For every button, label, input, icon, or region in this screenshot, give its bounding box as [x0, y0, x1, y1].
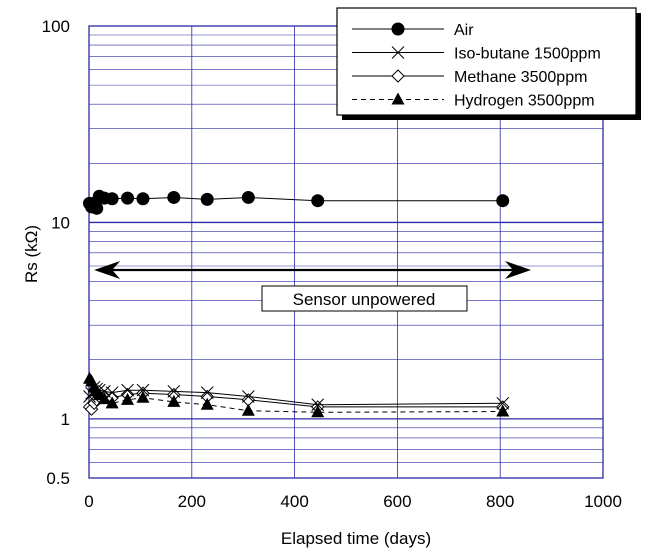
legend-box [336, 7, 637, 116]
y-axis-label: Rs (kΩ) [22, 225, 41, 283]
annotation-box [261, 285, 468, 312]
legend-marker [391, 46, 405, 59]
data-point [105, 386, 119, 399]
data-point [105, 192, 119, 206]
annotation-arrowhead-left [94, 261, 121, 279]
marker-stroke [121, 383, 134, 397]
x-tick-label: 200 [178, 492, 206, 511]
data-point [167, 385, 181, 398]
legend-label: Iso-butane 1500ppm [454, 46, 601, 63]
marker-stroke [241, 390, 255, 403]
data-point [121, 383, 134, 397]
legend-marker [391, 92, 405, 105]
data-point [200, 397, 214, 410]
x-tick-label: 800 [486, 492, 514, 511]
x-axis-label: Elapsed time (days) [281, 529, 431, 548]
data-point [311, 405, 325, 418]
sensor-unpowered-annotation: Sensor unpowered [94, 261, 532, 312]
data-point [136, 383, 150, 397]
series-air [83, 189, 510, 215]
annotation-arrowhead-right [505, 261, 532, 279]
x-tick-label: 600 [383, 492, 411, 511]
data-point [167, 190, 181, 204]
data-point [136, 192, 150, 206]
series-hydrogen-3500ppm [83, 371, 510, 418]
data-point [496, 404, 510, 417]
y-tick-label: 0.5 [46, 469, 70, 488]
series [82, 189, 510, 418]
legend-label: Air [454, 22, 474, 39]
data-point [311, 398, 325, 412]
data-point [241, 190, 255, 204]
marker-stroke [391, 46, 405, 59]
data-point [121, 191, 135, 205]
legend-label: Methane 3500ppm [454, 69, 587, 86]
data-point [241, 403, 255, 416]
legend-label: Hydrogen 3500ppm [454, 93, 595, 110]
data-point [200, 386, 214, 399]
marker-stroke [200, 386, 214, 399]
x-tick-label: 1000 [584, 492, 622, 511]
data-point [136, 390, 150, 403]
x-tick-label: 0 [84, 492, 93, 511]
y-tick-label: 10 [51, 213, 70, 232]
data-point [200, 192, 214, 206]
data-point [496, 396, 510, 410]
data-point [105, 396, 119, 409]
x-tick-label: 400 [280, 492, 308, 511]
legend: Air Iso-butane 1500ppm Methane 3500ppm Hydr… [336, 7, 641, 120]
y-tick-label: 1 [61, 410, 70, 429]
tick-labels: 0 200 400 600 800 1000 0.5 1 10 100 [42, 17, 622, 511]
marker-stroke [167, 385, 181, 398]
y-tick-label: 100 [42, 17, 70, 36]
marker-stroke [136, 383, 150, 397]
data-point [311, 194, 325, 208]
data-point [241, 390, 255, 403]
annotation-text: Sensor unpowered [293, 290, 436, 309]
legend-marker [391, 22, 405, 36]
data-point [496, 194, 510, 208]
data-point [97, 392, 111, 405]
marker-stroke [105, 386, 119, 399]
data-point [121, 392, 135, 405]
legend-marker [391, 69, 405, 83]
data-point [90, 201, 104, 215]
marker-stroke [496, 396, 510, 410]
data-point [167, 394, 181, 407]
marker-stroke [311, 398, 325, 412]
